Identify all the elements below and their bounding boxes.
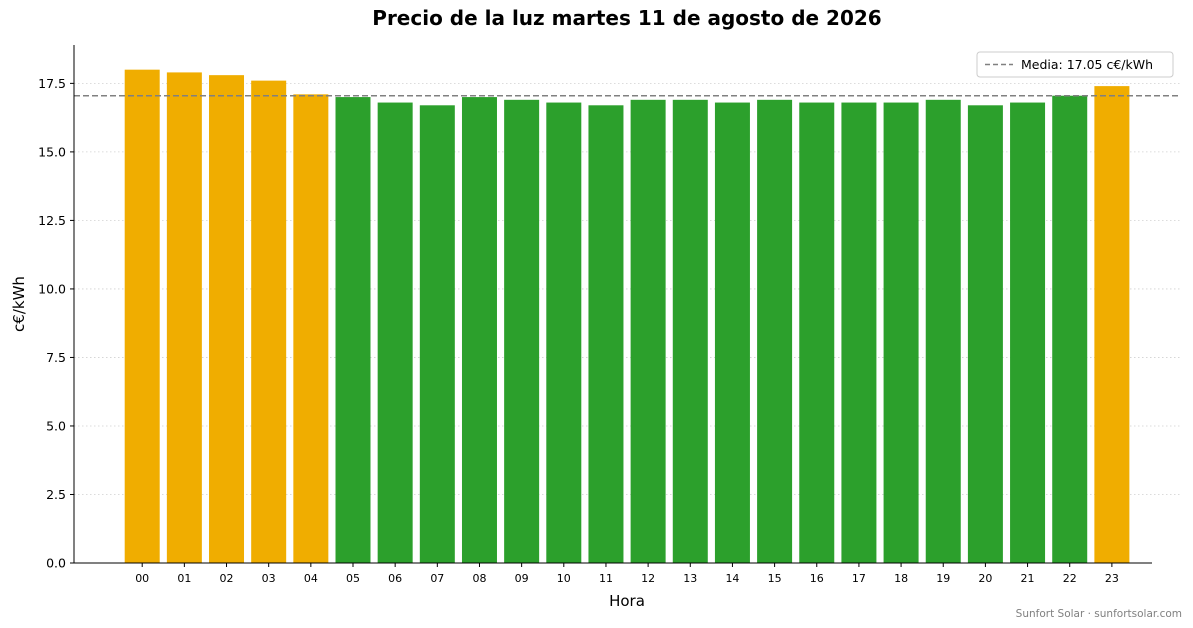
x-tick-label: 22 [1063,572,1077,585]
y-tick-label: 15.0 [38,144,66,159]
x-tick-label: 04 [304,572,318,585]
x-tick-label: 17 [852,572,866,585]
bar-09 [504,99,540,563]
x-tick-label: 09 [515,572,529,585]
x-tick-label: 23 [1105,572,1119,585]
legend: Media: 17.05 c€/kWh [976,51,1174,78]
x-tick-label: 21 [1021,572,1035,585]
credit-text: Sunfort Solar · sunfortsolar.com [1016,608,1182,620]
bar-13 [672,99,708,563]
x-tick-label: 07 [430,572,444,585]
x-tick-label: 13 [683,572,697,585]
bar-11 [588,105,624,563]
x-tick-label: 12 [641,572,655,585]
x-tick-label: 06 [388,572,402,585]
x-tick-label: 08 [472,572,486,585]
bar-06 [377,102,413,564]
legend-mean-label: Media: 17.05 c€/kWh [1021,57,1153,72]
x-tick-label: 01 [177,572,191,585]
bar-02 [209,75,245,564]
y-axis-label: c€/kWh [10,276,28,332]
x-tick-label: 19 [936,572,950,585]
x-tick-label: 05 [346,572,360,585]
x-tick-label: 14 [725,572,739,585]
x-tick-label: 02 [220,572,234,585]
bar-01 [166,72,202,563]
x-tick-label: 10 [557,572,571,585]
bar-20 [967,105,1003,563]
y-tick-label: 10.0 [38,281,66,296]
bar-16 [799,102,835,564]
x-ticks: 00 01 02 03 04 05 06 07 08 09 10 11 12 13 14 15 16 17 18 19… [135,563,1119,585]
bar-19 [925,99,961,563]
bar-10 [546,102,582,564]
bar-04 [293,94,329,563]
y-ticks: 0.0 2.5 5.0 7.5 10.0 12.5 15.0 17.5 [38,76,74,571]
x-tick-label: 18 [894,572,908,585]
bars [124,69,1130,564]
bar-12 [630,99,666,563]
x-tick-label: 00 [135,572,149,585]
bar-23 [1094,86,1130,563]
bar-08 [461,97,497,564]
y-tick-label: 17.5 [38,76,66,91]
bar-22 [1052,95,1088,563]
y-tick-label: 2.5 [46,487,66,502]
chart-title: Precio de la luz martes 11 de agosto de … [372,6,881,30]
x-axis-label: Hora [609,592,645,610]
bar-18 [883,102,919,564]
bar-05 [335,97,371,564]
x-tick-label: 16 [810,572,824,585]
bar-21 [1010,102,1046,564]
x-tick-label: 15 [768,572,782,585]
y-tick-label: 7.5 [46,350,66,365]
bar-14 [714,102,750,564]
bar-03 [251,80,287,563]
bar-15 [757,99,793,563]
legend-box [976,51,1174,78]
y-tick-label: 0.0 [46,556,66,571]
x-tick-label: 03 [262,572,276,585]
y-tick-label: 12.5 [38,213,66,228]
y-tick-label: 5.0 [46,418,66,433]
x-tick-label: 20 [978,572,992,585]
bar-00 [124,69,160,564]
bar-07 [419,105,455,563]
x-tick-label: 11 [599,572,613,585]
axes [73,45,1152,564]
bar-17 [841,102,877,564]
